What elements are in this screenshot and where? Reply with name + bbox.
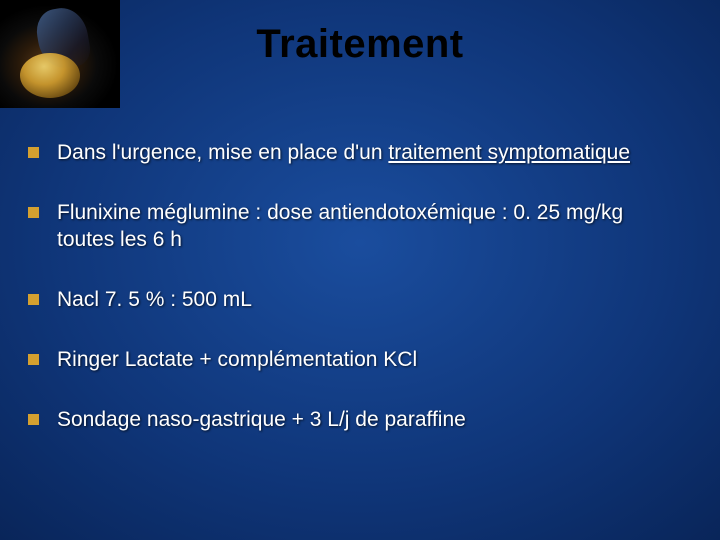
list-item: Flunixine méglumine : dose antiendotoxém… [28, 200, 680, 253]
bullet-icon [28, 147, 39, 158]
bullet-text: Ringer Lactate + complémentation KCl [57, 347, 680, 373]
bullet-prefix: Flunixine méglumine : dose antiendotoxém… [57, 201, 623, 250]
bullet-icon [28, 414, 39, 425]
bullet-text: Sondage naso-gastrique + 3 L/j de paraff… [57, 407, 680, 433]
list-item: Nacl 7. 5 % : 500 mL [28, 287, 680, 313]
bullet-icon [28, 294, 39, 305]
bullet-text: Dans l'urgence, mise en place d'un trait… [57, 140, 680, 166]
bullet-prefix: Nacl 7. 5 % : 500 mL [57, 288, 252, 311]
bullet-prefix: Dans l'urgence, mise en place d'un [57, 141, 388, 164]
slide-title: Traitement [0, 22, 720, 67]
bullet-prefix: Sondage naso-gastrique + 3 L/j de paraff… [57, 408, 466, 431]
list-item: Sondage naso-gastrique + 3 L/j de paraff… [28, 407, 680, 433]
bullet-icon [28, 207, 39, 218]
bullet-text: Nacl 7. 5 % : 500 mL [57, 287, 680, 313]
slide-body: Dans l'urgence, mise en place d'un trait… [28, 140, 680, 468]
bullet-text: Flunixine méglumine : dose antiendotoxém… [57, 200, 680, 253]
list-item: Dans l'urgence, mise en place d'un trait… [28, 140, 680, 166]
bullet-icon [28, 354, 39, 365]
bullet-underlined: traitement symptomatique [388, 141, 630, 164]
bullet-prefix: Ringer Lactate + complémentation KCl [57, 348, 417, 371]
list-item: Ringer Lactate + complémentation KCl [28, 347, 680, 373]
